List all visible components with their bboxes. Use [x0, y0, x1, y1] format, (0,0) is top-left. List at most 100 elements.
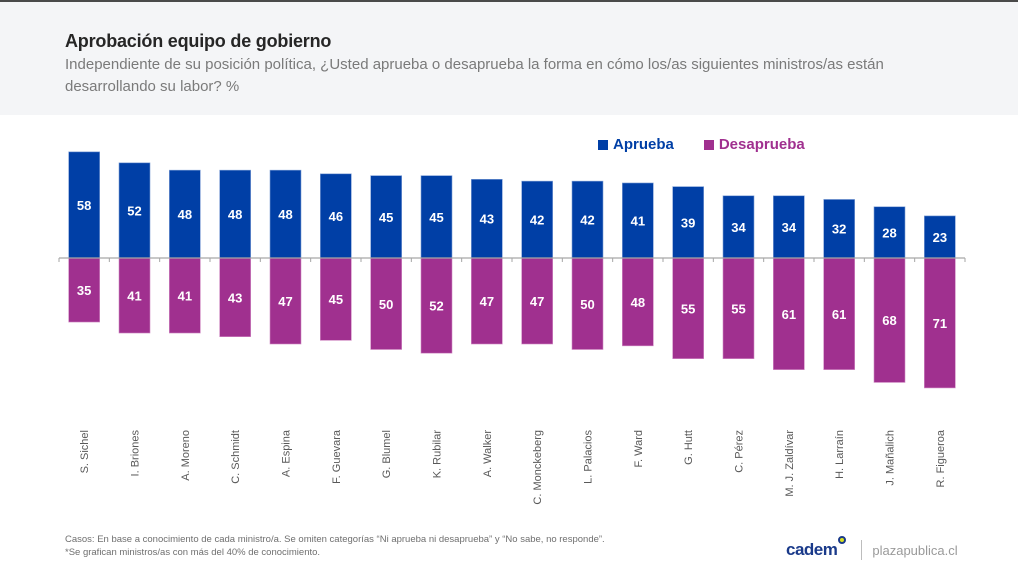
data-label-approve: 42	[580, 213, 594, 228]
category-label: I. Briones	[130, 430, 142, 477]
legend-item-approve: Aprueba	[598, 136, 674, 153]
bar-approve	[823, 199, 855, 259]
brand-footer: cadem plazapublica.cl	[786, 536, 958, 560]
data-label-disapprove: 47	[278, 294, 292, 309]
bar-approve	[370, 175, 402, 259]
bar-disapprove	[571, 257, 604, 350]
cadem-logo-dot-icon	[838, 536, 847, 544]
data-label-approve: 45	[429, 210, 443, 225]
category-label: A. Espina	[281, 429, 293, 477]
bar-disapprove	[773, 257, 805, 370]
bar-disapprove	[622, 257, 654, 347]
data-label-disapprove: 68	[882, 313, 896, 328]
bar-approve	[672, 186, 704, 259]
bar-disapprove	[521, 257, 553, 345]
data-label-approve: 43	[480, 212, 494, 227]
data-label-disapprove: 50	[580, 297, 594, 312]
data-label-disapprove: 55	[731, 301, 745, 316]
data-label-approve: 42	[530, 213, 544, 228]
footnote: Casos: En base a conocimiento de cada mi…	[65, 533, 605, 559]
bar-disapprove	[924, 257, 956, 389]
category-label: A. Walker	[482, 430, 494, 478]
footnote-cases: Casos: En base a conocimiento de cada mi…	[65, 534, 605, 545]
header-panel: Aprobación equipo de gobierno Independie…	[0, 2, 1018, 115]
category-label: J. Mañalich	[885, 430, 897, 486]
data-label-disapprove: 71	[933, 316, 947, 331]
bar-disapprove	[269, 257, 302, 345]
bar-disapprove	[823, 257, 855, 370]
data-label-approve: 28	[882, 225, 896, 240]
bar-disapprove	[219, 257, 251, 337]
bar-disapprove	[320, 257, 352, 341]
category-label: A. Moreno	[180, 430, 192, 481]
data-label-disapprove: 55	[681, 301, 695, 316]
data-label-approve: 41	[631, 213, 645, 228]
data-label-disapprove: 50	[379, 297, 393, 312]
legend-item-disapprove: Desaprueba	[703, 136, 805, 153]
bar-approve	[873, 206, 906, 259]
category-label: H. Larraín	[834, 430, 846, 479]
data-label-approve: 48	[278, 207, 292, 222]
bar-approve	[219, 169, 251, 259]
data-label-approve: 34	[782, 220, 797, 235]
bar-approve	[68, 151, 100, 259]
cadem-logo-text: cadem	[786, 540, 838, 559]
category-label: M. J. Zaldívar	[784, 430, 796, 497]
category-label: F. Ward	[633, 430, 645, 468]
data-label-approve: 39	[681, 215, 695, 230]
legend-label-disapprove: Desaprueba	[718, 136, 805, 153]
category-label: S. Sichel	[79, 430, 91, 473]
category-label: G. Blumel	[381, 430, 393, 478]
bar-disapprove	[420, 257, 453, 354]
chart-title: Aprobación equipo de gobierno	[65, 31, 332, 51]
bar-approve	[521, 180, 553, 259]
brand-divider	[861, 540, 863, 560]
data-label-approve: 32	[832, 222, 846, 237]
bar-disapprove	[722, 257, 755, 359]
bar-disapprove	[118, 257, 151, 334]
data-label-disapprove: 61	[832, 307, 846, 322]
bar-approve	[169, 169, 201, 259]
category-label: G. Hutt	[683, 430, 695, 465]
cadem-logo: cadem	[786, 536, 847, 560]
data-label-disapprove: 41	[178, 289, 192, 304]
legend-swatch-disapprove	[703, 139, 714, 150]
footnote-threshold: *Se grafican ministros/as con más del 40…	[65, 547, 321, 558]
data-label-disapprove: 48	[631, 295, 645, 310]
category-label: F. Guevara	[331, 429, 343, 484]
data-label-approve: 23	[933, 230, 947, 245]
data-label-disapprove: 52	[429, 299, 443, 314]
legend: Aprueba Desaprueba	[598, 136, 805, 153]
bar-disapprove	[873, 257, 906, 383]
data-label-disapprove: 61	[782, 307, 796, 322]
category-label: C. Pérez	[734, 430, 746, 473]
data-label-disapprove: 47	[480, 294, 494, 309]
legend-label-approve: Aprueba	[613, 136, 674, 153]
bar-approve	[420, 175, 453, 259]
top-border	[0, 0, 1018, 2]
data-label-approve: 52	[127, 203, 141, 218]
data-label-approve: 48	[228, 207, 242, 222]
category-label: L. Palacios	[583, 430, 595, 484]
bar-approve	[269, 169, 302, 259]
bar-disapprove	[672, 257, 704, 359]
bar-approve	[118, 162, 151, 259]
data-label-disapprove: 41	[127, 289, 141, 304]
data-label-approve: 58	[77, 198, 91, 213]
data-label-approve: 45	[379, 210, 393, 225]
category-label: R. Figueroa	[935, 429, 947, 487]
site-label: plazapublica.cl	[872, 542, 958, 558]
bar-approve	[471, 179, 503, 259]
bar-disapprove	[68, 257, 100, 323]
bar-disapprove	[471, 257, 503, 345]
category-label: C. Schmidt	[230, 430, 242, 484]
data-label-disapprove: 35	[77, 283, 91, 298]
bar-approve	[924, 215, 956, 259]
chart-subtitle: Independiente de su posición política, ¿…	[65, 56, 884, 95]
data-label-approve: 46	[329, 209, 343, 224]
data-label-approve: 48	[178, 207, 192, 222]
data-label-disapprove: 43	[228, 290, 242, 305]
data-label-disapprove: 47	[530, 294, 544, 309]
category-label: C. Monckeberg	[532, 430, 544, 505]
